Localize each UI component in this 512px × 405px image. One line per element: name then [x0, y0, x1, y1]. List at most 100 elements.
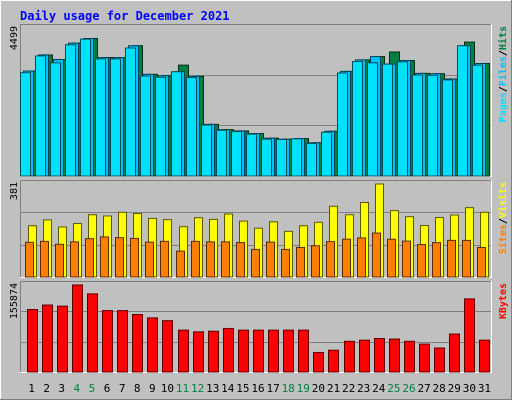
bar-kbytes-day-28 — [434, 347, 445, 373]
bar-sites-day-14 — [221, 241, 230, 278]
x-tick-label: 17 — [266, 382, 279, 395]
x-tick-label: 28 — [433, 382, 446, 395]
x-tick-label: 26 — [402, 382, 415, 395]
bar-sites-day-10 — [160, 240, 169, 278]
bar-pages-day-22 — [337, 72, 348, 177]
bar-kbytes-day-13 — [208, 330, 219, 373]
legend: Pages/Files/Hits — [497, 26, 509, 122]
bar-kbytes-day-16 — [253, 329, 264, 373]
bar-kbytes-day-15 — [238, 329, 249, 373]
bar-pages-day-31 — [472, 64, 483, 177]
bar-sites-day-4 — [70, 241, 79, 278]
panel-visits-sites: 381 Sites/Visits — [9, 180, 509, 278]
bar-sites-day-16 — [251, 248, 260, 278]
bar-pages-day-17 — [261, 138, 272, 177]
x-tick-label: 12 — [191, 382, 204, 395]
bar-sites-day-7 — [115, 237, 124, 278]
bar-pages-day-4 — [65, 44, 76, 177]
bar-kbytes-day-21 — [328, 349, 339, 373]
bar-pages-day-24 — [367, 62, 378, 177]
x-tick-label: 31 — [478, 382, 491, 395]
bar-pages-day-14 — [216, 129, 227, 177]
bar-sites-day-9 — [145, 241, 154, 278]
bar-kbytes-day-1 — [27, 308, 38, 373]
bar-pages-day-13 — [201, 124, 212, 177]
bar-kbytes-day-30 — [464, 298, 475, 373]
series-kbytes — [27, 284, 490, 373]
x-tick-label: 7 — [119, 382, 126, 395]
bar-kbytes-day-11 — [178, 329, 189, 373]
x-tick-label: 14 — [221, 382, 235, 395]
x-tick-label: 2 — [43, 382, 50, 395]
series-pages — [20, 38, 483, 177]
y-max-label: 155874 — [9, 283, 20, 319]
bar-sites-day-31 — [477, 246, 486, 278]
legend: KBytes — [498, 283, 509, 319]
legend-entry: Sites — [497, 224, 509, 254]
bar-pages-day-28 — [427, 74, 438, 177]
x-tick-label: 5 — [89, 382, 96, 395]
bar-pages-day-3 — [50, 62, 61, 177]
bar-kbytes-day-27 — [419, 343, 430, 373]
bar-pages-day-18 — [276, 138, 287, 177]
bar-kbytes-day-31 — [479, 339, 490, 373]
legend-entry: Files — [497, 56, 509, 86]
y-max-label: 4499 — [9, 26, 20, 50]
bar-kbytes-day-6 — [102, 310, 113, 373]
bar-sites-day-11 — [176, 250, 185, 278]
bar-pages-day-29 — [442, 79, 453, 177]
x-tick-label: 30 — [463, 382, 476, 395]
x-axis-day-labels: 1 2 3 4 5 6 7 8 9 10 11 12 13 14 15 16 17 18 19 20 21 22 23 24 2… — [28, 382, 491, 395]
legend-entry: Hits — [497, 26, 509, 50]
bar-kbytes-day-9 — [147, 317, 158, 373]
bar-pages-day-15 — [231, 131, 242, 177]
bar-sites-day-12 — [191, 240, 200, 278]
x-tick-label: 16 — [251, 382, 264, 395]
bar-kbytes-day-2 — [42, 304, 53, 373]
bar-kbytes-day-19 — [298, 329, 309, 373]
legend-entry: / — [498, 86, 509, 92]
bar-pages-day-8 — [125, 47, 136, 177]
x-tick-label: 21 — [327, 382, 340, 395]
x-tick-label: 25 — [387, 382, 400, 395]
bar-kbytes-day-25 — [389, 338, 400, 373]
bar-sites-day-28 — [432, 242, 441, 278]
bar-pages-day-27 — [412, 74, 423, 177]
bar-pages-day-10 — [155, 76, 166, 177]
bar-kbytes-day-4 — [72, 284, 83, 373]
bar-pages-day-1 — [20, 72, 31, 177]
bar-sites-day-23 — [357, 237, 366, 278]
bar-pages-day-12 — [186, 77, 197, 177]
x-tick-label: 10 — [161, 382, 174, 395]
bar-pages-day-16 — [246, 133, 257, 177]
x-tick-label: 8 — [134, 382, 141, 395]
bar-sites-day-3 — [55, 243, 64, 278]
bar-pages-day-9 — [140, 75, 151, 177]
bar-sites-day-19 — [296, 246, 305, 278]
bar-kbytes-day-20 — [313, 351, 324, 373]
bar-sites-day-8 — [130, 237, 139, 278]
x-tick-label: 19 — [297, 382, 310, 395]
legend-entry: Pages — [498, 92, 509, 122]
bar-kbytes-day-5 — [87, 293, 98, 373]
legend-entry: / — [498, 50, 509, 56]
bar-kbytes-day-23 — [359, 339, 370, 373]
legend-entry: Visits — [497, 182, 509, 218]
bar-sites-day-13 — [206, 241, 215, 278]
bar-kbytes-day-24 — [374, 338, 385, 373]
bar-kbytes-day-10 — [162, 320, 173, 373]
x-tick-label: 13 — [206, 382, 219, 395]
bar-kbytes-day-26 — [404, 340, 415, 373]
bar-sites-day-2 — [40, 240, 49, 278]
bar-pages-day-19 — [291, 138, 302, 177]
bar-sites-day-21 — [326, 241, 335, 278]
x-tick-label: 18 — [282, 382, 295, 395]
bar-kbytes-day-17 — [268, 329, 279, 373]
bar-sites-day-27 — [417, 244, 426, 278]
bar-sites-day-15 — [236, 242, 245, 278]
bar-sites-day-5 — [85, 238, 94, 278]
bar-pages-day-25 — [382, 63, 393, 177]
